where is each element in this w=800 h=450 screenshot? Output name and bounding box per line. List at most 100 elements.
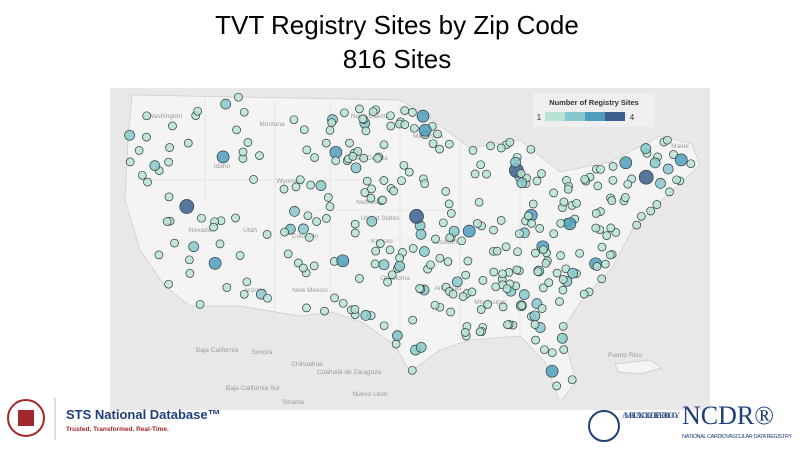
- site-dot: [649, 157, 661, 169]
- site-dot: [556, 218, 566, 228]
- site-dot: [431, 234, 440, 244]
- title: TVT Registry Sites by Zip Code: [215, 10, 579, 40]
- site-dot: [549, 229, 559, 239]
- site-dot: [289, 115, 299, 125]
- site-dot: [407, 365, 417, 375]
- site-dot: [370, 259, 380, 269]
- legend-swatch: [605, 112, 625, 121]
- sts-logo: STS National Database™ Trusted. Transfor…: [7, 398, 221, 440]
- site-dot: [379, 140, 389, 150]
- site-dot: [350, 219, 360, 229]
- site-dot: [362, 176, 372, 186]
- site-dot: [575, 248, 584, 258]
- site-dot: [383, 277, 392, 287]
- site-dot: [408, 315, 418, 325]
- site-dot: [239, 289, 249, 299]
- site-dot: [533, 267, 543, 277]
- site-dot: [142, 111, 152, 121]
- site-dot: [489, 267, 499, 277]
- site-dot: [558, 285, 568, 295]
- site-dot: [474, 197, 484, 207]
- site-dot: [489, 225, 498, 235]
- site-dot: [563, 217, 577, 231]
- site-dot: [632, 220, 642, 230]
- site-dot: [389, 186, 399, 196]
- site-dot: [646, 206, 656, 216]
- legend-min: 1: [537, 113, 542, 122]
- site-dot: [170, 238, 179, 248]
- site-dot: [530, 320, 540, 329]
- map-label: Missouri: [433, 239, 457, 246]
- map-label: Puerto Rico: [608, 352, 642, 359]
- map-label: Wyoming: [276, 178, 303, 185]
- site-dot: [164, 192, 174, 202]
- site-dot: [428, 139, 438, 149]
- site-dot: [529, 310, 541, 322]
- site-dot: [552, 268, 562, 278]
- site-dot: [444, 199, 454, 209]
- site-dot: [137, 170, 147, 180]
- site-dot: [295, 175, 305, 185]
- site-dot: [458, 292, 468, 301]
- site-dot: [375, 239, 385, 248]
- legend-swatch: [565, 112, 585, 121]
- site-dot: [503, 320, 512, 330]
- legend-swatch: [585, 112, 605, 121]
- site-dot: [512, 265, 522, 275]
- site-dot: [255, 151, 264, 160]
- site-dot: [607, 196, 617, 205]
- site-dot: [663, 135, 672, 145]
- site-dot: [662, 163, 674, 175]
- site-dot: [558, 321, 568, 331]
- site-dot: [298, 223, 309, 235]
- site-dot: [302, 145, 312, 155]
- map-label: Nevada: [189, 227, 212, 234]
- site-dot: [404, 167, 414, 177]
- site-dot: [426, 260, 435, 270]
- ncdr-tagline: NATIONAL CARDIOVASCULAR DATA REGISTRY: [682, 434, 792, 440]
- site-dot: [518, 289, 530, 300]
- site-dot: [124, 129, 135, 141]
- site-dot: [291, 182, 301, 192]
- map-label: Nebraska: [356, 199, 384, 206]
- site-dot: [358, 114, 368, 124]
- site-dot: [513, 247, 522, 257]
- site-dot: [193, 106, 203, 116]
- site-dot: [386, 121, 396, 131]
- site-dot: [400, 106, 410, 115]
- site-dot: [559, 197, 569, 207]
- site-dot: [540, 345, 549, 355]
- map-label: Baja California: [196, 347, 239, 354]
- site-dot: [350, 228, 360, 238]
- site-dot: [143, 177, 152, 187]
- site-dot: [591, 223, 601, 233]
- site-dot: [154, 250, 164, 260]
- site-dot: [331, 156, 341, 166]
- map-label: Nuevo Leon: [352, 391, 387, 398]
- site-dot: [179, 199, 195, 214]
- site-dot: [366, 193, 376, 203]
- site-dot: [360, 188, 370, 197]
- site-dot: [545, 364, 559, 378]
- site-dot: [438, 218, 448, 228]
- site-dot: [672, 175, 681, 185]
- site-dot: [601, 259, 610, 269]
- site-dot: [441, 187, 451, 196]
- site-dot: [164, 157, 173, 167]
- site-dot: [532, 176, 542, 186]
- map-label: Sonora: [252, 349, 273, 356]
- site-dot: [125, 157, 135, 167]
- site-dot: [350, 305, 360, 314]
- site-dot: [563, 184, 573, 194]
- site-dot: [231, 213, 240, 223]
- site-dot: [397, 176, 406, 186]
- site-dot: [579, 289, 589, 299]
- site-dot: [361, 126, 371, 136]
- site-dot: [446, 209, 456, 218]
- site-dot: [330, 293, 339, 303]
- site-dot: [638, 169, 654, 185]
- site-dot: [478, 276, 488, 285]
- site-dot: [243, 138, 253, 147]
- site-dot: [310, 153, 319, 162]
- site-dot: [619, 156, 633, 170]
